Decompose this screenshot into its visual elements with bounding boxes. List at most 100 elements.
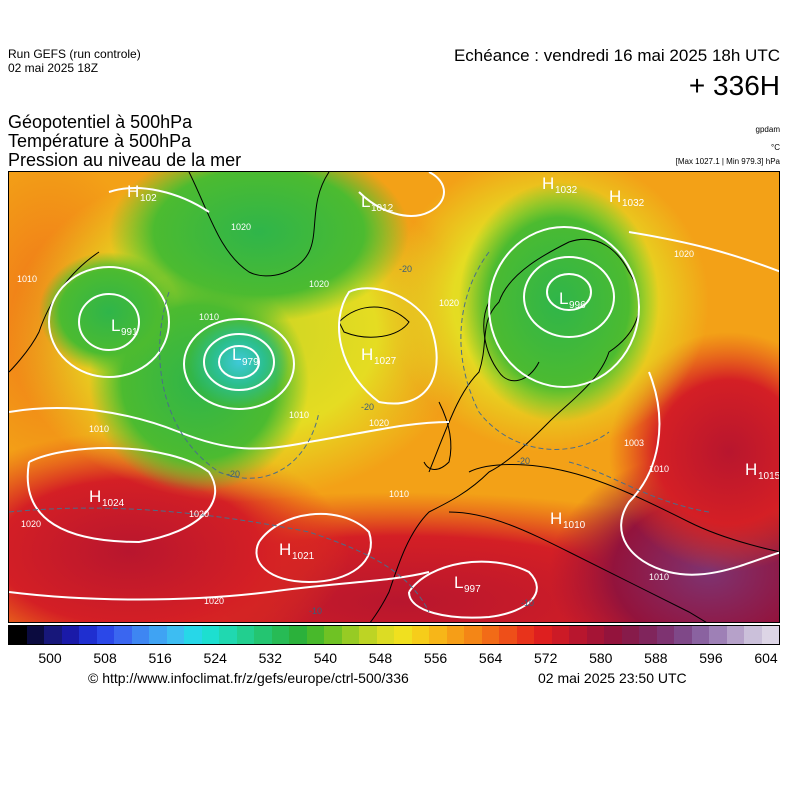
isobar-label: 1010	[389, 489, 409, 499]
forecast-time: Echéance : vendredi 16 mai 2025 18h UTC	[453, 46, 780, 65]
scale-label: 524	[203, 650, 227, 666]
title-geopotential: Géopotentiel à 500hPa	[8, 112, 193, 132]
center-value: 1015	[758, 471, 780, 482]
isobar-label: 1020	[231, 222, 251, 232]
scale-swatch	[9, 626, 27, 644]
scale-swatch	[621, 626, 639, 644]
scale-label: 508	[93, 650, 117, 666]
scale-label: 564	[478, 650, 503, 666]
scale-swatch	[464, 626, 482, 644]
scale-label: 604	[754, 650, 778, 666]
temp-label: -20	[361, 402, 374, 412]
scale-swatch	[604, 626, 622, 644]
title-temperature: Température à 500hPa	[8, 131, 192, 151]
scale-swatch	[639, 626, 657, 644]
scale-swatch	[149, 626, 167, 644]
scale-swatch	[744, 626, 762, 644]
center-marker: L	[361, 192, 370, 211]
scale-label: 580	[589, 650, 613, 666]
scale-swatch	[586, 626, 604, 644]
center-value: 1021	[292, 551, 315, 562]
scale-swatch	[359, 626, 377, 644]
isobar-label: 1020	[439, 298, 459, 308]
scale-swatch	[166, 626, 184, 644]
scale-swatch	[96, 626, 114, 644]
isobar-label: 1020	[21, 519, 41, 529]
center-value: 1032	[622, 198, 645, 209]
source-url[interactable]: © http://www.infoclimat.fr/z/gefs/europe…	[88, 670, 409, 686]
center-value: 1012	[371, 203, 394, 214]
center-marker: H	[361, 345, 373, 364]
coastlines	[9, 172, 779, 622]
scale-swatch	[79, 626, 97, 644]
scale-swatch	[709, 626, 727, 644]
isobar-labels: 1010 1010 1020 1020 1010 1020 1020 1010 …	[17, 222, 694, 606]
scale-swatch	[429, 626, 447, 644]
center-marker: H	[542, 174, 554, 193]
center-marker: H	[609, 187, 621, 206]
scale-swatch	[201, 626, 219, 644]
center-value: 979	[242, 357, 259, 368]
lead-time: + 336H	[688, 70, 780, 101]
temp-label: -10	[309, 606, 322, 616]
scale-swatch	[26, 626, 44, 644]
isobar-label: 1003	[624, 438, 644, 448]
scale-swatch	[656, 626, 674, 644]
run-label: Run GEFS (run controle)	[8, 47, 141, 61]
scale-swatch	[324, 626, 342, 644]
isobar-label: 1020	[674, 249, 694, 259]
isobar-label: 1020	[204, 596, 224, 606]
isobar-label: 1020	[369, 418, 389, 428]
scale-label: 588	[644, 650, 668, 666]
unit-celsius: °C	[771, 143, 780, 152]
temp-label: -20	[399, 264, 412, 274]
isobar-label: 1020	[309, 279, 329, 289]
scale-label: 540	[313, 650, 338, 666]
unit-gpdam: gpdam	[755, 125, 780, 134]
scale-swatch	[446, 626, 464, 644]
center-marker: H	[127, 182, 139, 201]
scale-swatch	[761, 626, 779, 644]
isobar-label: 1010	[17, 274, 37, 284]
center-marker: L	[111, 316, 120, 335]
scale-swatch	[219, 626, 237, 644]
center-value: 102	[140, 193, 157, 204]
scale-swatch	[289, 626, 307, 644]
scale-swatch	[376, 626, 394, 644]
scale-swatch	[114, 626, 132, 644]
scale-swatch	[691, 626, 709, 644]
scale-swatch	[516, 626, 534, 644]
scale-label: 548	[368, 650, 393, 666]
scale-swatch	[411, 626, 429, 644]
isobar-label: 1010	[89, 424, 109, 434]
center-value: 1024	[102, 498, 125, 509]
generated-date: 02 mai 2025 23:50 UTC	[538, 670, 687, 686]
scale-swatch	[394, 626, 412, 644]
scale-swatch	[131, 626, 149, 644]
center-value: 991	[121, 327, 138, 338]
center-marker: L	[454, 573, 463, 592]
scale-swatch	[254, 626, 272, 644]
isobar-label: 1010	[289, 410, 309, 420]
map-canvas: H 102 L 1012 H 1032 H 1032 L 991 L 979 H…	[9, 172, 780, 622]
scale-label: 500	[38, 650, 62, 666]
center-value: 1010	[563, 520, 586, 531]
temperature-labels: -20 -20 -20 -20 -10 -10	[227, 264, 534, 616]
center-marker: H	[745, 460, 757, 479]
center-value: 996	[569, 300, 586, 311]
pressure-centers: H 102 L 1012 H 1032 H 1032 L 991 L 979 H…	[89, 174, 780, 595]
scale-swatch	[306, 626, 324, 644]
scale-swatch	[481, 626, 499, 644]
center-value: 1027	[374, 356, 397, 367]
center-value: 1032	[555, 185, 578, 196]
center-marker: L	[559, 289, 568, 308]
temp-label: -20	[517, 456, 530, 466]
max-min-pressure: [Max 1027.1 | Min 979.3] hPa	[675, 157, 780, 166]
weather-map: H 102 L 1012 H 1032 H 1032 L 991 L 979 H…	[8, 171, 780, 623]
center-marker: H	[550, 509, 562, 528]
center-marker: H	[89, 487, 101, 506]
scale-swatch	[551, 626, 569, 644]
scale-swatch	[499, 626, 517, 644]
scale-swatch	[726, 626, 744, 644]
title-pressure: Pression au niveau de la mer	[8, 150, 242, 170]
